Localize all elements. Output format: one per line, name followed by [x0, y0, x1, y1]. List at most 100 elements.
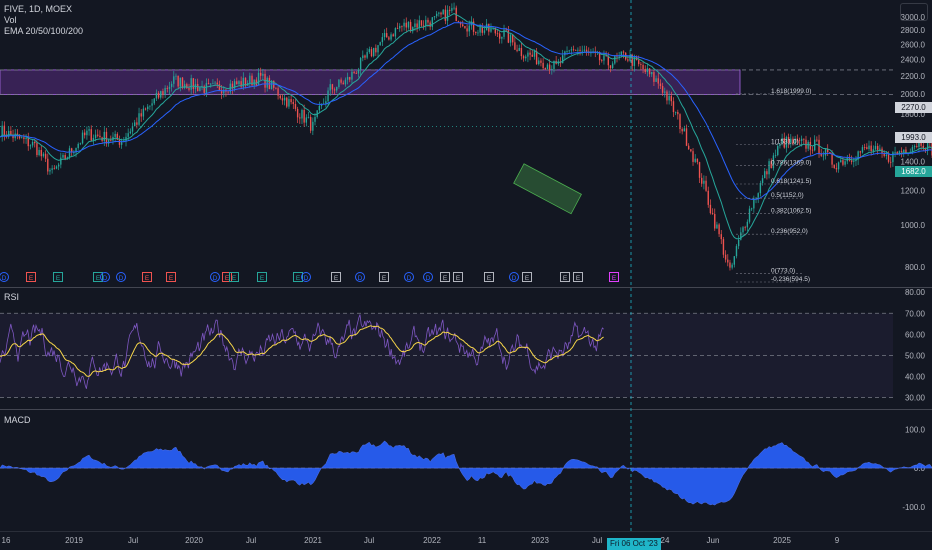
candle-body [633, 56, 636, 66]
candle-body [296, 108, 299, 118]
candle-body [151, 103, 153, 106]
candle-body [657, 78, 659, 84]
marker-letter: E [334, 275, 339, 282]
candle-body [572, 49, 575, 51]
candle-body [44, 153, 47, 159]
price-axis-tick: 1200.0 [901, 186, 926, 195]
candle-body [442, 9, 444, 15]
time-axis-tick: Jul [592, 536, 602, 545]
candle-body [890, 161, 892, 163]
ema-20-line [0, 13, 932, 240]
candle-body [412, 27, 414, 32]
candle-body [309, 117, 312, 131]
candle-body [731, 264, 733, 268]
fib-level-label: 1(1531.0) [771, 138, 799, 145]
time-axis-tick: 2020 [185, 536, 203, 545]
candle-body [548, 64, 551, 70]
candle-body [916, 146, 918, 147]
earnings-marker-shape [573, 272, 583, 282]
candle-body [51, 168, 53, 170]
candle-body [173, 76, 175, 84]
earnings-marker-shape [53, 272, 63, 282]
earnings-marker: E [453, 272, 463, 282]
marker-letter: E [232, 275, 237, 282]
dividend-marker-shape [355, 272, 365, 282]
candle-body [733, 256, 736, 265]
candle-body [433, 16, 436, 18]
time-axis-tick: Jun [707, 536, 720, 545]
candle-body [753, 198, 755, 209]
candle-body [703, 180, 705, 184]
candle-body [244, 77, 247, 86]
candle-body [392, 34, 394, 37]
candle-body [453, 7, 455, 9]
candle-body [318, 105, 321, 111]
ema-50-line [0, 22, 932, 200]
candle-body [425, 19, 427, 26]
candle-body [512, 34, 514, 43]
price-axis-tick: 800.0 [905, 263, 926, 272]
candle-body [192, 78, 195, 89]
candle-body [183, 84, 186, 89]
time-axis-tick: 2025 [773, 536, 791, 545]
candle-body [874, 146, 877, 150]
candle-body [538, 60, 540, 65]
candle-body [31, 141, 34, 146]
candle-body [661, 86, 664, 93]
corner-button[interactable] [900, 3, 928, 21]
earnings-marker: E [142, 272, 152, 282]
candle-body [585, 49, 588, 52]
candle-body [896, 152, 898, 154]
symbol-title: FIVE, 1D, MOEX [4, 4, 73, 14]
candle-body [140, 113, 142, 117]
candle-body [129, 131, 132, 134]
candle-body [99, 135, 101, 138]
earnings-marker: E [440, 272, 450, 282]
candle-body [409, 21, 412, 32]
candle-body [787, 137, 790, 143]
dividend-marker: D [100, 272, 110, 282]
marker-letter: E [382, 275, 387, 282]
candle-body [737, 239, 740, 247]
candle-body [509, 34, 512, 43]
candle-body [242, 77, 245, 87]
resistance-zone [0, 69, 741, 95]
candle-body [396, 28, 399, 29]
candle-body [503, 29, 505, 37]
candle-body [390, 34, 392, 40]
candle-body [803, 138, 805, 140]
candle-body [872, 149, 875, 151]
earnings-marker-shape [379, 272, 389, 282]
candle-body [170, 83, 173, 87]
candle-body [294, 104, 297, 109]
candle-body [355, 73, 357, 74]
candle-body [362, 55, 364, 59]
candle-body [544, 68, 546, 70]
candle-body [742, 227, 744, 233]
candle-body [292, 102, 294, 105]
candle-body [540, 60, 542, 63]
candle-body [375, 47, 377, 53]
candle-body [438, 12, 440, 14]
volume-label: Vol [4, 15, 17, 25]
candle-body [157, 92, 160, 98]
candle-body [359, 58, 362, 70]
macd-histogram-area [0, 440, 932, 506]
candle-body [199, 87, 201, 92]
candle-body [809, 141, 812, 150]
candle-body [92, 138, 95, 141]
candle-body [307, 117, 310, 118]
candle-body [490, 28, 492, 32]
dividend-marker: D [0, 272, 9, 282]
dividend-marker-shape [404, 272, 414, 282]
candle-body [831, 153, 833, 165]
candle-body [850, 160, 853, 162]
candle-body [79, 143, 82, 145]
candle-body [529, 52, 531, 55]
candle-body [370, 49, 373, 57]
fib-level-label: 0.618(1241.5) [771, 178, 811, 185]
candle-body [627, 59, 629, 61]
candle-body [833, 164, 835, 169]
candle-body [427, 19, 429, 23]
